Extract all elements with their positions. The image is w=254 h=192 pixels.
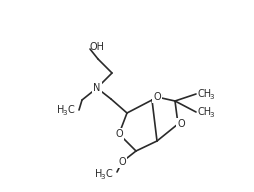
Text: C: C	[105, 169, 112, 179]
Text: O: O	[154, 91, 162, 101]
Text: 3: 3	[101, 174, 105, 180]
Text: O: O	[177, 119, 185, 129]
Text: O: O	[115, 129, 123, 139]
Text: OH: OH	[90, 42, 105, 52]
Text: O: O	[153, 92, 161, 102]
Text: CH: CH	[197, 89, 211, 99]
Text: C: C	[67, 105, 74, 115]
Text: O: O	[118, 157, 126, 167]
Text: H: H	[57, 105, 64, 115]
Text: CH: CH	[197, 107, 211, 117]
Text: O: O	[113, 129, 121, 139]
Text: 3: 3	[209, 112, 214, 118]
Text: H: H	[95, 169, 102, 179]
Text: O: O	[177, 119, 185, 129]
Text: 3: 3	[62, 110, 67, 116]
Text: 3: 3	[209, 94, 214, 100]
Text: N: N	[93, 83, 101, 93]
